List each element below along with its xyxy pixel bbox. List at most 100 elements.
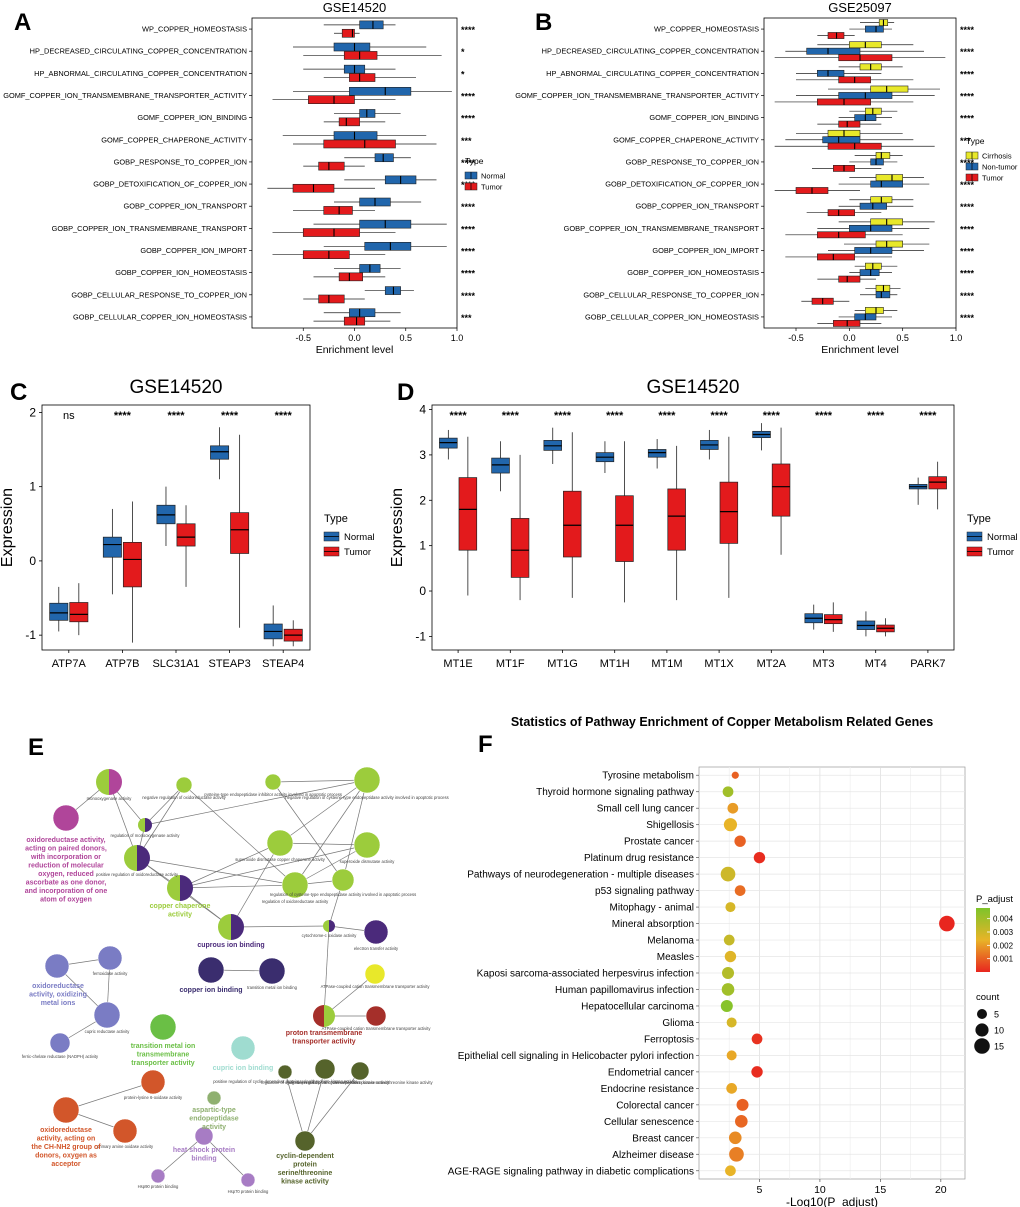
- box: [349, 87, 412, 96]
- box: [333, 42, 371, 52]
- x-tick-label: MT1F: [496, 658, 525, 670]
- data-point: [726, 1050, 737, 1061]
- network-node-label: ferric-chelate reductase (NADPH) activit…: [22, 1054, 99, 1059]
- network-node-label: regulation of monooxygenase activity: [111, 833, 181, 838]
- box: [374, 153, 394, 163]
- cluster-label-line: oxygen, reduced: [38, 871, 94, 878]
- significance-label: ****: [461, 224, 476, 234]
- cluster-label-line: cyclin-dependent: [276, 1153, 334, 1160]
- network-edge: [144, 784, 185, 826]
- box: [865, 25, 884, 33]
- x-tick-label: 10: [814, 1184, 826, 1196]
- cluster-label-line: acceptor: [51, 1161, 80, 1168]
- y-tick-label: HP_ABNORMAL_CIRCULATING_COPPER_CONCENTRA…: [34, 69, 247, 78]
- box: [817, 253, 855, 261]
- x-tick-label: 0.0: [348, 333, 361, 343]
- network-edge: [144, 779, 368, 826]
- legend-title: Type: [967, 513, 991, 525]
- significance-label: ****: [606, 410, 624, 422]
- network-edge: [294, 844, 368, 886]
- box: [323, 139, 396, 149]
- network-node-half: [180, 875, 193, 901]
- data-point: [720, 999, 733, 1012]
- cluster-label: copper ion binding: [180, 987, 243, 994]
- y-tick-label: Mineral absorption: [612, 919, 694, 930]
- x-tick-label: MT1H: [600, 658, 630, 670]
- y-tick-label: GOBP_COPPER_ION_HOMEOSTASIS: [627, 268, 759, 277]
- size-legend-title: count: [976, 992, 1000, 1003]
- network-node-label: electron transfer activity: [354, 946, 399, 951]
- legend-label: Tumor: [982, 174, 1004, 183]
- x-axis-label: Enrichment level: [316, 344, 394, 356]
- panel-d-boxplot: GSE14520 -1 0 1 2 3 4 Expression MT1E **** MT1F ***…: [389, 377, 1018, 670]
- network-node: [150, 1168, 166, 1184]
- significance-label: ****: [114, 410, 132, 422]
- panel-b-boxplot: GSE25097 WP_COPPER_HOMEOSTASIS **** HP_DECR…: [515, 0, 1018, 356]
- cluster-label-line: binding: [191, 1156, 216, 1163]
- x-tick-label: 1.0: [950, 333, 963, 343]
- box: [338, 117, 360, 127]
- box: [302, 228, 360, 237]
- cluster-label: aspartic-type endopeptidase activity: [189, 1107, 239, 1131]
- network-node: [197, 956, 225, 984]
- legend-label: Normal: [481, 172, 506, 181]
- box: [859, 269, 880, 277]
- x-tick-label: MT1X: [704, 658, 734, 670]
- network-edge: [179, 844, 368, 889]
- network-edge: [230, 842, 281, 928]
- network-node-half: [138, 818, 145, 832]
- legend-label: Tumor: [987, 547, 1014, 558]
- plot-frame: [763, 17, 957, 329]
- y-tick-label: WP_COPPER_HOMEOSTASIS: [654, 25, 759, 34]
- significance-label: ****: [919, 410, 937, 422]
- x-axis-label: Enrichment level: [821, 344, 899, 356]
- box: [806, 47, 861, 55]
- cluster-label-line: transmembrane: [137, 1052, 190, 1059]
- y-tick-label: 2: [419, 493, 426, 507]
- box: [343, 316, 366, 326]
- network-node-label: regulation of cyclin-dependent protein s…: [261, 1080, 390, 1085]
- x-tick-label: STEAP4: [262, 658, 304, 670]
- y-tick-label: HP_ABNORMAL_CIRCULATING_COPPER_CONCENTRA…: [546, 69, 759, 78]
- box: [102, 536, 122, 558]
- size-legend-label: 15: [994, 1042, 1004, 1052]
- box: [364, 242, 412, 251]
- network-node-label: negative regulation of cyclin-dependent …: [287, 1080, 433, 1085]
- significance-label: *: [461, 69, 465, 79]
- x-tick-label: 1.0: [451, 333, 464, 343]
- network-edge: [272, 781, 344, 881]
- box: [318, 161, 345, 171]
- significance-label: ****: [867, 410, 885, 422]
- network-node: [149, 1013, 177, 1041]
- significance-label: ****: [960, 291, 975, 301]
- y-tick-label: 1: [29, 480, 36, 494]
- box: [647, 449, 667, 458]
- data-point: [727, 802, 739, 814]
- cluster-label-line: oxidoreductase: [32, 983, 84, 990]
- significance-label: ****: [960, 69, 975, 79]
- data-point: [720, 866, 736, 882]
- cluster-label: copper chaperone activity: [150, 903, 211, 919]
- network-node-label: protein-lysine 6-oxidase activity: [124, 1095, 183, 1100]
- data-point: [726, 1082, 738, 1094]
- network-node: [281, 871, 309, 899]
- y-tick-label: 3: [419, 448, 426, 462]
- y-tick-label: HP_DECREASED_CIRCULATING_COPPER_CONCENTR…: [30, 47, 247, 56]
- y-tick-label: GOBP_RESPONSE_TO_COPPER_ION: [114, 157, 247, 166]
- box: [308, 95, 355, 104]
- significance-label: ****: [502, 410, 520, 422]
- box: [318, 294, 345, 304]
- significance-label: ****: [461, 92, 476, 102]
- network-node: [363, 919, 389, 945]
- box: [667, 488, 686, 551]
- network-edge: [136, 857, 296, 886]
- data-point: [753, 851, 766, 864]
- network-edge: [323, 925, 330, 1017]
- significance-label: ****: [461, 25, 476, 35]
- y-tick-label: Ferroptosis: [644, 1034, 694, 1045]
- network-edge: [304, 1068, 326, 1142]
- x-tick-label: 0.5: [896, 333, 909, 343]
- y-tick-label: Endocrine resistance: [601, 1084, 695, 1095]
- network-node: [365, 1005, 387, 1027]
